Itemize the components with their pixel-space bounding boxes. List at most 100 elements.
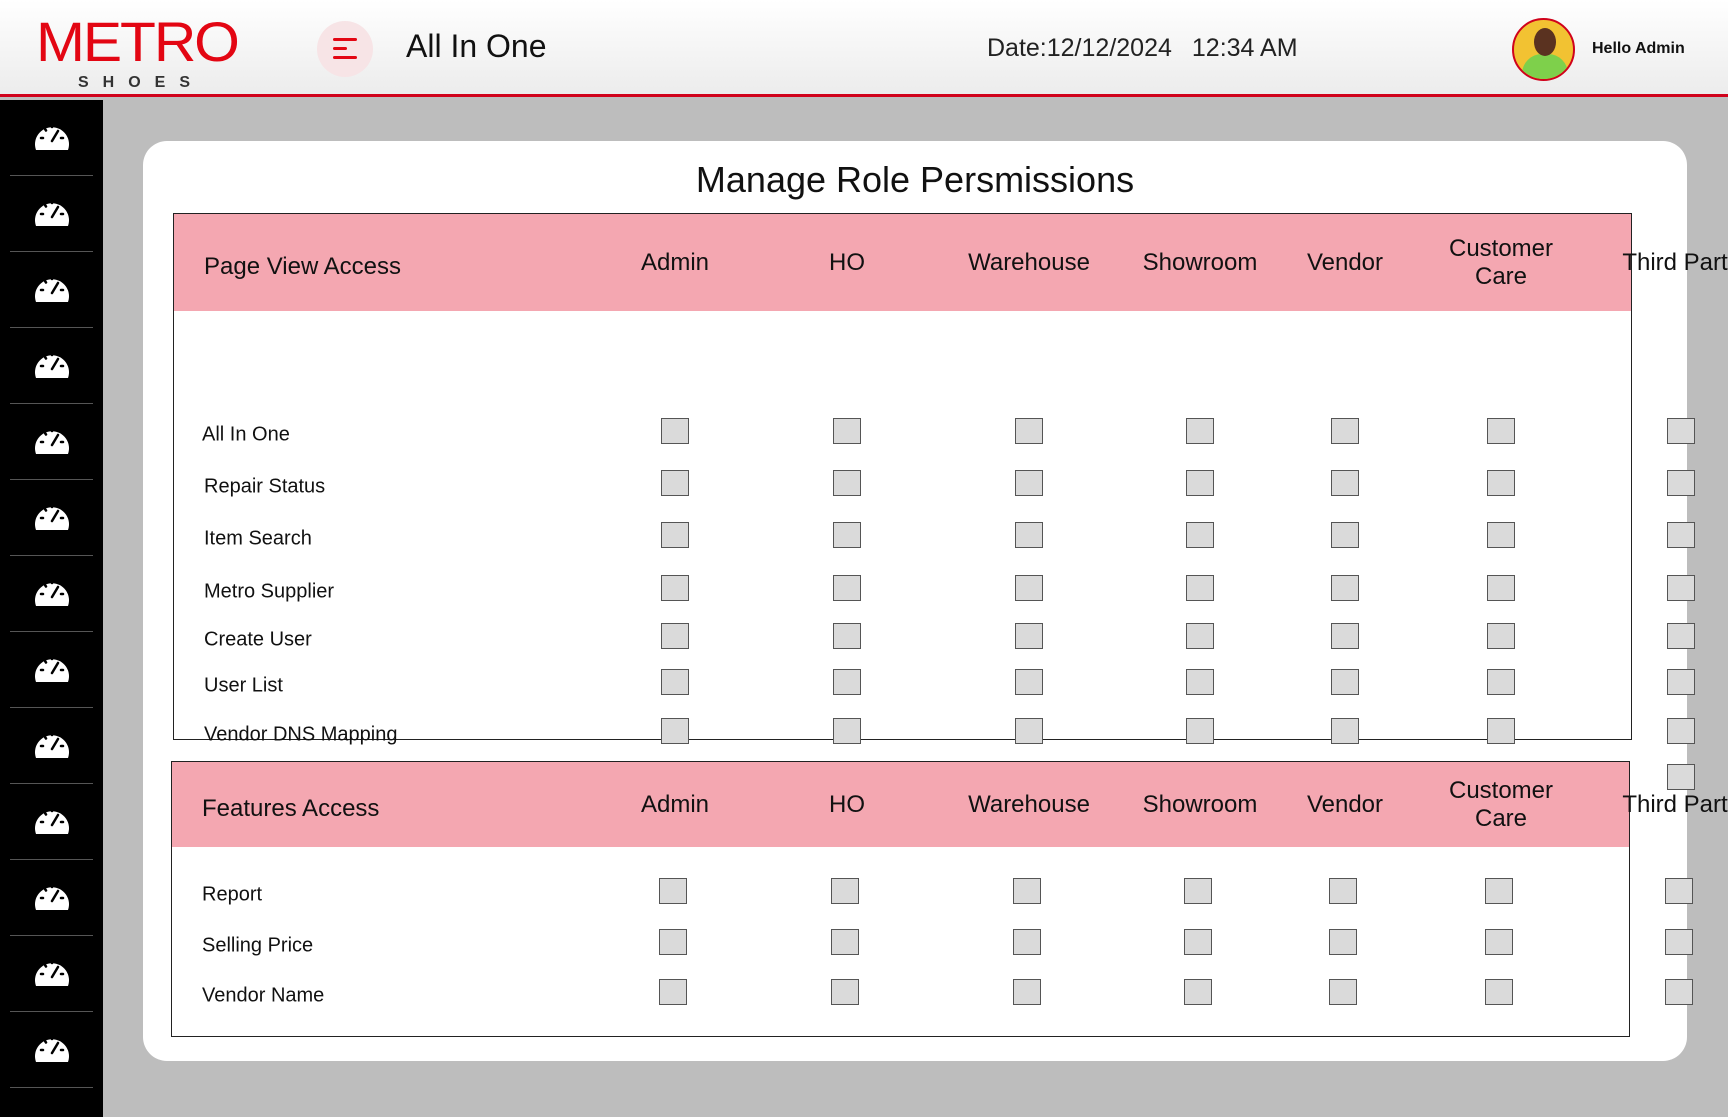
column-header-warehouse: Warehouse <box>968 248 1090 276</box>
checkbox-item-search-warehouse[interactable] <box>1015 522 1043 548</box>
checkbox-repair-status-showroom[interactable] <box>1186 470 1214 496</box>
checkbox-report-customer-care[interactable] <box>1485 878 1513 904</box>
sidebar-item[interactable] <box>10 100 93 176</box>
checkbox-report-showroom[interactable] <box>1184 878 1212 904</box>
dashboard-gauge-icon <box>33 422 71 461</box>
checkbox-vendor-name-ho[interactable] <box>831 979 859 1005</box>
sidebar-item[interactable] <box>10 328 93 404</box>
sidebar-item[interactable] <box>10 480 93 556</box>
row-label: Create User <box>204 628 312 651</box>
checkbox-metro-supplier-admin[interactable] <box>661 575 689 601</box>
checkbox-item-search-ho[interactable] <box>833 522 861 548</box>
checkbox-vendor-name-vendor[interactable] <box>1329 979 1357 1005</box>
checkbox-repair-status-customer-care[interactable] <box>1487 470 1515 496</box>
column-header-showroom: Showroom <box>1142 790 1258 818</box>
checkbox-metro-supplier-ho[interactable] <box>833 575 861 601</box>
checkbox-all-in-one-third-party[interactable] <box>1667 418 1695 444</box>
checkbox-selling-price-ho[interactable] <box>831 929 859 955</box>
checkbox-item-search-vendor[interactable] <box>1331 522 1359 548</box>
checkbox-vendor-dns-mapping-third-party[interactable] <box>1667 718 1695 744</box>
checkbox-create-user-third-party[interactable] <box>1667 623 1695 649</box>
checkbox-metro-supplier-third-party[interactable] <box>1667 575 1695 601</box>
checkbox-metro-supplier-vendor[interactable] <box>1331 575 1359 601</box>
checkbox-item-search-third-party[interactable] <box>1667 522 1695 548</box>
checkbox-repair-status-ho[interactable] <box>833 470 861 496</box>
sidebar-item[interactable] <box>10 936 93 1012</box>
metro-shoes-logo[interactable]: METRO SHOES <box>36 14 240 92</box>
checkbox-create-user-admin[interactable] <box>661 623 689 649</box>
checkbox-all-in-one-showroom[interactable] <box>1186 418 1214 444</box>
checkbox-vendor-dns-mapping-ho[interactable] <box>833 718 861 744</box>
checkbox-selling-price-showroom[interactable] <box>1184 929 1212 955</box>
checkbox-item-search-admin[interactable] <box>661 522 689 548</box>
checkbox-all-in-one-warehouse[interactable] <box>1015 418 1043 444</box>
checkbox-vendor-name-customer-care[interactable] <box>1485 979 1513 1005</box>
dashboard-gauge-icon <box>33 270 71 309</box>
sidebar-item[interactable] <box>10 252 93 328</box>
sidebar-item[interactable] <box>10 632 93 708</box>
checkbox-create-user-ho[interactable] <box>833 623 861 649</box>
checkbox-user-list-customer-care[interactable] <box>1487 669 1515 695</box>
checkbox-vendor-dns-mapping-warehouse[interactable] <box>1015 718 1043 744</box>
checkbox-metro-supplier-showroom[interactable] <box>1186 575 1214 601</box>
checkbox-user-configuration-third-party[interactable] <box>1667 764 1695 790</box>
checkbox-repair-status-warehouse[interactable] <box>1015 470 1043 496</box>
logo-text: METRO <box>36 10 240 73</box>
checkbox-item-search-showroom[interactable] <box>1186 522 1214 548</box>
checkbox-vendor-name-warehouse[interactable] <box>1013 979 1041 1005</box>
permissions-card: Manage Role Persmissions Page View Acces… <box>143 141 1728 1061</box>
hamburger-icon <box>333 38 357 41</box>
checkbox-all-in-one-customer-care[interactable] <box>1487 418 1515 444</box>
sidebar-item[interactable] <box>10 1012 93 1088</box>
checkbox-all-in-one-admin[interactable] <box>661 418 689 444</box>
sidebar-item[interactable] <box>10 404 93 480</box>
checkbox-report-third-party[interactable] <box>1665 878 1693 904</box>
checkbox-selling-price-vendor[interactable] <box>1329 929 1357 955</box>
sidebar-item[interactable] <box>10 784 93 860</box>
checkbox-user-list-ho[interactable] <box>833 669 861 695</box>
checkbox-vendor-name-showroom[interactable] <box>1184 979 1212 1005</box>
checkbox-selling-price-warehouse[interactable] <box>1013 929 1041 955</box>
checkbox-repair-status-third-party[interactable] <box>1667 470 1695 496</box>
checkbox-vendor-dns-mapping-admin[interactable] <box>661 718 689 744</box>
checkbox-report-vendor[interactable] <box>1329 878 1357 904</box>
checkbox-vendor-name-admin[interactable] <box>659 979 687 1005</box>
checkbox-selling-price-admin[interactable] <box>659 929 687 955</box>
features-header-row: Features Access Admin HO Warehouse Showroom V… <box>172 762 1728 847</box>
checkbox-report-admin[interactable] <box>659 878 687 904</box>
checkbox-create-user-warehouse[interactable] <box>1015 623 1043 649</box>
dashboard-gauge-icon <box>33 574 71 613</box>
page_view-heading: Page View Access <box>204 252 402 280</box>
checkbox-vendor-dns-mapping-showroom[interactable] <box>1186 718 1214 744</box>
checkbox-item-search-customer-care[interactable] <box>1487 522 1515 548</box>
sidebar-item[interactable] <box>10 556 93 632</box>
sidebar-item[interactable] <box>10 860 93 936</box>
checkbox-vendor-dns-mapping-vendor[interactable] <box>1331 718 1359 744</box>
checkbox-report-ho[interactable] <box>831 878 859 904</box>
checkbox-user-list-third-party[interactable] <box>1667 669 1695 695</box>
checkbox-user-list-warehouse[interactable] <box>1015 669 1043 695</box>
checkbox-all-in-one-ho[interactable] <box>833 418 861 444</box>
checkbox-user-list-vendor[interactable] <box>1331 669 1359 695</box>
checkbox-repair-status-vendor[interactable] <box>1331 470 1359 496</box>
checkbox-report-warehouse[interactable] <box>1013 878 1041 904</box>
checkbox-all-in-one-vendor[interactable] <box>1331 418 1359 444</box>
checkbox-metro-supplier-warehouse[interactable] <box>1015 575 1043 601</box>
menu-toggle-button[interactable] <box>317 21 373 77</box>
checkbox-selling-price-customer-care[interactable] <box>1485 929 1513 955</box>
checkbox-user-list-showroom[interactable] <box>1186 669 1214 695</box>
checkbox-vendor-dns-mapping-customer-care[interactable] <box>1487 718 1515 744</box>
dashboard-gauge-icon <box>33 650 71 689</box>
checkbox-repair-status-admin[interactable] <box>661 470 689 496</box>
checkbox-metro-supplier-customer-care[interactable] <box>1487 575 1515 601</box>
checkbox-selling-price-third-party[interactable] <box>1665 929 1693 955</box>
sidebar-item[interactable] <box>10 176 93 252</box>
sidebar-item[interactable] <box>10 708 93 784</box>
checkbox-create-user-showroom[interactable] <box>1186 623 1214 649</box>
datetime: Date:12/12/2024 12:34 AM <box>987 34 1318 63</box>
checkbox-create-user-customer-care[interactable] <box>1487 623 1515 649</box>
avatar[interactable] <box>1512 18 1575 81</box>
checkbox-user-list-admin[interactable] <box>661 669 689 695</box>
checkbox-create-user-vendor[interactable] <box>1331 623 1359 649</box>
checkbox-vendor-name-third-party[interactable] <box>1665 979 1693 1005</box>
